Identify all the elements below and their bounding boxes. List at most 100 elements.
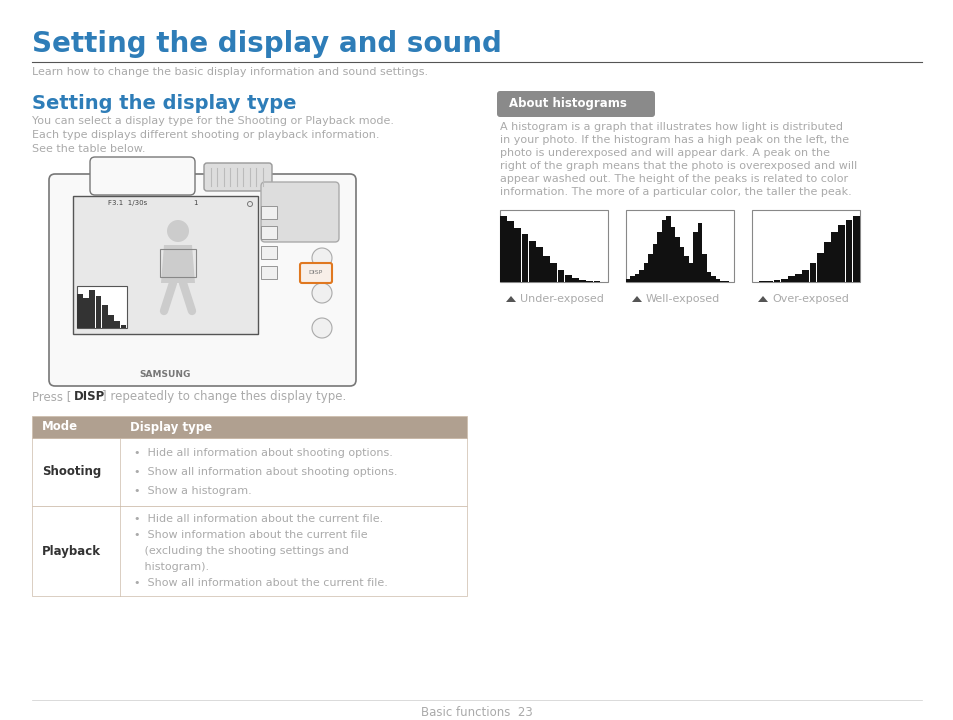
Bar	[261, 246, 276, 259]
Bar	[514, 228, 520, 282]
Bar	[639, 269, 643, 282]
Bar	[823, 242, 830, 282]
Text: 1: 1	[193, 200, 197, 206]
Bar	[716, 279, 720, 282]
Bar	[765, 281, 773, 282]
Bar	[801, 269, 808, 282]
Text: Setting the display type: Setting the display type	[32, 94, 296, 113]
Text: photo is underexposed and will appear dark. A peak on the: photo is underexposed and will appear da…	[499, 148, 829, 158]
Text: Each type displays different shooting or playback information.: Each type displays different shooting or…	[32, 130, 379, 140]
Bar	[102, 305, 108, 328]
Text: Mode: Mode	[42, 420, 78, 433]
Bar	[572, 278, 578, 282]
Text: •  Show information about the current file: • Show information about the current fil…	[133, 530, 367, 540]
Bar	[679, 248, 683, 282]
FancyBboxPatch shape	[497, 91, 655, 117]
Bar	[625, 210, 733, 282]
FancyBboxPatch shape	[299, 263, 332, 283]
Bar	[77, 286, 127, 328]
Text: •  Hide all information about shooting options.: • Hide all information about shooting op…	[133, 448, 393, 458]
Bar	[507, 221, 514, 282]
Bar	[780, 279, 787, 282]
Bar	[536, 248, 542, 282]
Text: in your photo. If the histogram has a high peak on the left, the: in your photo. If the histogram has a hi…	[499, 135, 848, 145]
FancyBboxPatch shape	[90, 157, 194, 195]
Bar	[720, 281, 724, 282]
Bar	[261, 266, 276, 279]
Bar	[711, 276, 715, 282]
Circle shape	[167, 220, 189, 242]
Bar	[114, 321, 120, 328]
Text: Basic functions  23: Basic functions 23	[420, 706, 533, 719]
Bar	[528, 240, 535, 282]
Bar	[852, 216, 859, 282]
Text: Display type: Display type	[130, 420, 212, 433]
Bar	[578, 280, 585, 282]
Text: ] repeatedly to change thes display type.: ] repeatedly to change thes display type…	[102, 390, 346, 403]
Text: See the table below.: See the table below.	[32, 144, 146, 154]
Bar	[773, 280, 780, 282]
Bar	[688, 263, 693, 282]
Bar	[675, 237, 679, 282]
Text: Shooting: Shooting	[42, 466, 101, 479]
Bar	[844, 220, 852, 282]
Polygon shape	[631, 296, 641, 302]
Bar	[698, 223, 701, 282]
Bar	[625, 279, 630, 282]
Text: (excluding the shooting settings and: (excluding the shooting settings and	[133, 546, 349, 556]
FancyBboxPatch shape	[204, 163, 272, 191]
Text: A histogram is a graph that illustrates how light is distributed: A histogram is a graph that illustrates …	[499, 122, 842, 132]
Text: F3.1  1/30s: F3.1 1/30s	[108, 200, 147, 206]
Bar	[830, 233, 837, 282]
Circle shape	[312, 283, 332, 303]
Bar	[499, 210, 607, 282]
Bar	[684, 256, 688, 282]
Bar	[809, 263, 816, 282]
Text: •  Show all information about shooting options.: • Show all information about shooting op…	[133, 467, 397, 477]
Text: histogram).: histogram).	[133, 562, 209, 572]
Text: Playback: Playback	[42, 544, 101, 557]
Text: DISP: DISP	[74, 390, 105, 403]
Text: SAMSUNG: SAMSUNG	[140, 370, 191, 379]
Polygon shape	[161, 245, 194, 283]
Text: Press [: Press [	[32, 390, 71, 403]
Bar	[751, 210, 859, 282]
Bar	[261, 206, 276, 219]
Bar	[261, 226, 276, 239]
Bar	[838, 225, 844, 282]
Bar	[635, 274, 639, 282]
Bar	[816, 253, 822, 282]
Bar	[701, 254, 706, 282]
Bar	[499, 216, 506, 282]
Bar	[657, 233, 661, 282]
Bar	[32, 416, 467, 438]
Text: •  Show a histogram.: • Show a histogram.	[133, 486, 252, 496]
Bar	[542, 256, 550, 282]
Bar	[652, 244, 657, 282]
Bar	[32, 506, 467, 596]
Bar	[787, 276, 794, 282]
FancyBboxPatch shape	[49, 174, 355, 386]
Bar	[706, 271, 711, 282]
Text: Setting the display and sound: Setting the display and sound	[32, 30, 501, 58]
Bar	[77, 294, 83, 328]
Bar	[108, 315, 113, 328]
Circle shape	[312, 318, 332, 338]
Text: Learn how to change the basic display information and sound settings.: Learn how to change the basic display in…	[32, 67, 428, 77]
Circle shape	[312, 216, 332, 236]
FancyBboxPatch shape	[261, 182, 338, 242]
Text: Under-exposed: Under-exposed	[519, 294, 603, 304]
Bar	[557, 269, 564, 282]
Text: •  Hide all information about the current file.: • Hide all information about the current…	[133, 514, 383, 524]
Bar	[586, 281, 593, 282]
Bar	[121, 325, 126, 328]
Text: About histograms: About histograms	[509, 97, 626, 110]
Bar	[90, 290, 95, 328]
Text: information. The more of a particular color, the taller the peak.: information. The more of a particular co…	[499, 187, 851, 197]
Bar	[648, 254, 652, 282]
Bar	[670, 227, 675, 282]
Bar	[32, 438, 467, 506]
Bar	[160, 249, 195, 277]
Text: right of the graph means that the photo is overexposed and will: right of the graph means that the photo …	[499, 161, 857, 171]
Bar	[661, 220, 665, 282]
